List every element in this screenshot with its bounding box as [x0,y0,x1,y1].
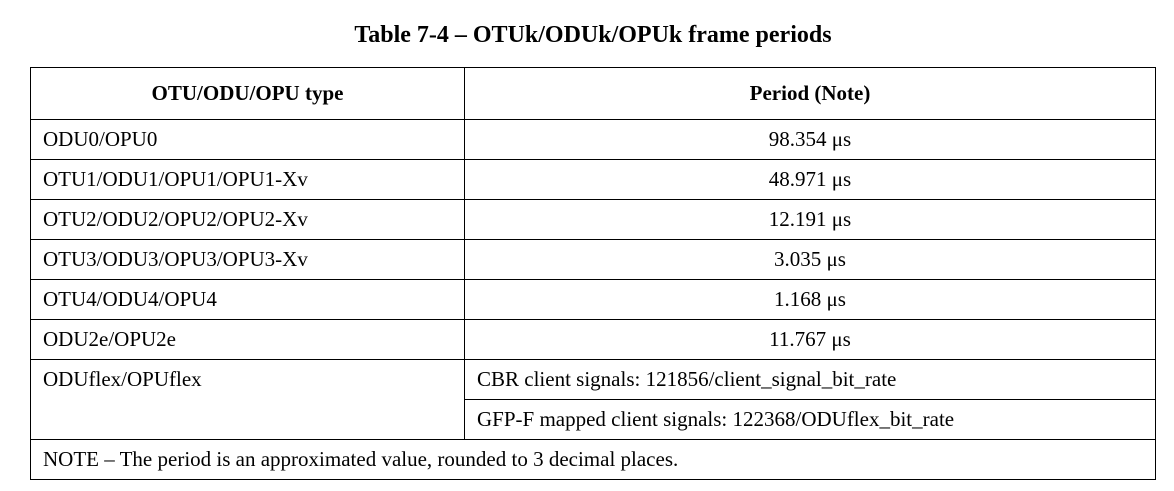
period-cell-gfp: GFP-F mapped client signals: 122368/ODUf… [464,399,1156,440]
table-row: OTU3/ODU3/OPU3/OPU3-Xv 3.035 μs [30,239,1156,280]
period-cell: 98.354 μs [464,119,1156,160]
table-row: OTU1/ODU1/OPU1/OPU1-Xv 48.971 μs [30,159,1156,200]
table-row: OTU2/ODU2/OPU2/OPU2-Xv 12.191 μs [30,199,1156,240]
type-cell: ODU2e/OPU2e [30,319,465,360]
period-cell: 3.035 μs [464,239,1156,280]
table-note: NOTE – The period is an approximated val… [30,439,1156,480]
period-cell-cbr: CBR client signals: 121856/client_signal… [464,359,1156,400]
table-row-flex: ODUflex/OPUflex CBR client signals: 1218… [30,359,1156,440]
header-period: Period (Note) [464,67,1156,120]
table-row-flex-gfp: GFP-F mapped client signals: 122368/ODUf… [31,399,1156,440]
period-cell: 11.767 μs [464,319,1156,360]
table-row: OTU4/ODU4/OPU4 1.168 μs [30,279,1156,320]
type-cell: OTU3/ODU3/OPU3/OPU3-Xv [30,239,465,280]
type-cell: OTU2/ODU2/OPU2/OPU2-Xv [30,199,465,240]
type-cell-flex: ODUflex/OPUflex [30,359,465,440]
note-row: NOTE – The period is an approximated val… [30,439,1156,480]
type-cell: ODU0/OPU0 [30,119,465,160]
type-cell: OTU1/ODU1/OPU1/OPU1-Xv [30,159,465,200]
header-row: OTU/ODU/OPU type Period (Note) [30,67,1156,120]
table-caption: Table 7-4 – OTUk/ODUk/OPUk frame periods [354,22,832,48]
period-cell: 48.971 μs [464,159,1156,200]
table-row: ODU2e/OPU2e 11.767 μs [30,319,1156,360]
period-cell: 1.168 μs [464,279,1156,320]
header-type: OTU/ODU/OPU type [30,67,465,120]
table-row: ODU0/OPU0 98.354 μs [30,119,1156,160]
type-cell: OTU4/ODU4/OPU4 [30,279,465,320]
period-cell: 12.191 μs [464,199,1156,240]
frame-periods-table: OTU/ODU/OPU type Period (Note) ODU0/OPU0… [30,67,1156,480]
